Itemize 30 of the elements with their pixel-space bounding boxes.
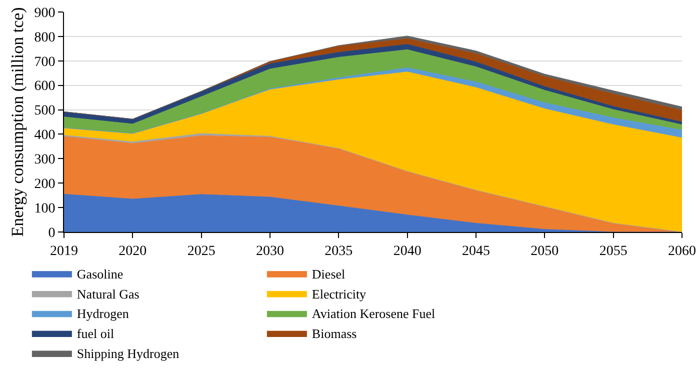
y-tick-label: 0 <box>48 226 56 241</box>
legend-label: Gasoline <box>76 266 124 282</box>
y-tick-label: 600 <box>34 79 56 94</box>
y-tick-label: 500 <box>34 104 56 119</box>
y-tick-label: 800 <box>34 30 56 46</box>
y-tick-label: 300 <box>34 152 56 168</box>
legend-label: Aviation Kerosene Fuel <box>312 306 436 322</box>
x-tick-label: 2045 <box>462 244 490 259</box>
y-tick-label: 400 <box>34 128 56 144</box>
y-axis-title: Energy consumption (million tce) <box>8 7 27 237</box>
x-tick-label: 2060 <box>668 244 696 259</box>
x-tick-label: 2040 <box>393 244 422 259</box>
legend-label: Diesel <box>312 266 346 282</box>
x-tick-label: 2020 <box>118 244 147 259</box>
legend-label: Natural Gas <box>76 286 140 302</box>
legend-label: Hydrogen <box>76 306 130 322</box>
legend-label: Biomass <box>312 326 357 342</box>
legend-label: Shipping Hydrogen <box>76 346 180 362</box>
x-tick-label: 2035 <box>324 244 353 259</box>
x-tick-label: 2030 <box>256 244 284 259</box>
x-tick-label: 2050 <box>530 244 559 259</box>
x-tick-label: 2019 <box>50 244 78 259</box>
y-tick-label: 200 <box>34 177 56 192</box>
y-tick-label: 700 <box>34 54 56 70</box>
y-tick-label: 100 <box>34 201 56 216</box>
legend-label: fuel oil <box>76 326 114 342</box>
x-tick-label: 2025 <box>187 244 216 259</box>
legend-label: Electricity <box>312 286 367 302</box>
y-tick-label: 900 <box>34 6 56 21</box>
x-tick-label: 2055 <box>599 244 628 259</box>
